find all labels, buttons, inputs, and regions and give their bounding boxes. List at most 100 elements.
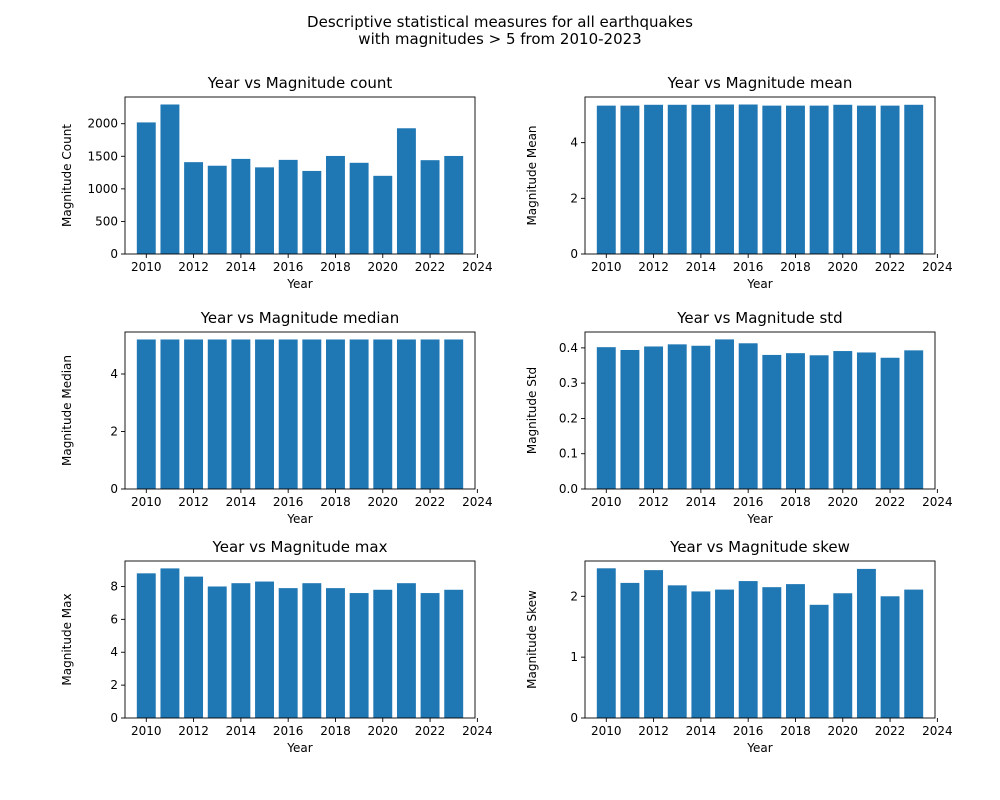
x-tick-label-2020: 2020 <box>367 724 398 738</box>
chart-magnitude-count: Year vs Magnitude count 2010 2012 2014 2016 2… <box>60 74 493 291</box>
x-tick-label-2020: 2020 <box>827 260 858 274</box>
x-tick-label-2012: 2012 <box>178 724 209 738</box>
x-tick-label-2022: 2022 <box>415 260 446 274</box>
x-tick-label-2010: 2010 <box>131 260 162 274</box>
bar-2012 <box>184 339 204 489</box>
bar-2023 <box>904 589 924 718</box>
x-tick-label-2018: 2018 <box>780 260 811 274</box>
x-tick-label-2016: 2016 <box>273 260 304 274</box>
bar-2018 <box>326 588 345 718</box>
bar-2012 <box>644 104 664 254</box>
bar-2020 <box>373 175 393 254</box>
plot-frame <box>124 96 476 255</box>
y-tick-label-8: 8 <box>110 579 118 593</box>
bar-2011 <box>160 339 180 489</box>
bar-2013 <box>207 339 227 489</box>
y-axis-label: Magnitude Max <box>60 593 74 685</box>
x-tick-label-2022: 2022 <box>415 495 446 509</box>
bar-2016 <box>278 588 298 718</box>
x-tick-label-2010: 2010 <box>131 724 162 738</box>
y-axis-label: Magnitude Mean <box>525 125 539 225</box>
bar-2014 <box>231 339 251 489</box>
x-tick-label-2018: 2018 <box>320 495 351 509</box>
bar-2012 <box>184 162 204 254</box>
bar-2017 <box>302 583 322 718</box>
bar-2017 <box>762 354 782 489</box>
bar-2011 <box>620 105 640 254</box>
plot-frame <box>584 331 936 490</box>
bar-2022 <box>420 160 440 254</box>
y-tick-label-0-2: 0.2 <box>559 411 578 425</box>
bar-2019 <box>349 162 369 254</box>
y-tick-label-0: 0 <box>110 711 118 725</box>
x-tick-label-2014: 2014 <box>686 724 717 738</box>
x-axis-label: Year <box>746 741 772 755</box>
y-tick-label-2: 2 <box>110 424 118 438</box>
bar-2011 <box>620 582 640 718</box>
bar-2019 <box>349 339 369 489</box>
y-tick-label-2: 2 <box>570 191 578 205</box>
x-axis-label: Year <box>746 277 772 291</box>
y-axis-label: Magnitude Skew <box>525 590 539 689</box>
x-tick-label-2018: 2018 <box>320 724 351 738</box>
x-tick-label-2020: 2020 <box>827 724 858 738</box>
y-tick-label-2000: 2000 <box>87 117 118 131</box>
x-tick-label-2024: 2024 <box>922 724 953 738</box>
chart-magnitude-std: Year vs Magnitude std 2010 2012 2014 2016 201… <box>525 309 953 526</box>
x-tick-label-2022: 2022 <box>415 724 446 738</box>
chart-title: Year vs Magnitude max <box>212 538 388 556</box>
bar-2023 <box>904 350 924 489</box>
bar-2019 <box>809 604 829 718</box>
bar-2017 <box>762 587 782 718</box>
bar-2013 <box>207 586 227 718</box>
x-tick-label-2014: 2014 <box>226 724 257 738</box>
bar-2016 <box>738 581 758 718</box>
bar-2021 <box>396 339 416 489</box>
chart-title: Year vs Magnitude median <box>200 309 399 327</box>
bar-2016 <box>738 104 758 254</box>
bar-2021 <box>856 352 876 489</box>
bar-2020 <box>373 339 393 489</box>
bar-2017 <box>762 105 782 254</box>
bar-2023 <box>444 339 464 489</box>
bar-2010 <box>136 573 156 718</box>
plot-frame <box>584 560 936 719</box>
chart-title: Year vs Magnitude mean <box>667 74 853 92</box>
bar-2013 <box>667 104 687 254</box>
bar-2023 <box>904 104 924 254</box>
bar-2013 <box>667 344 687 489</box>
bar-2018 <box>786 584 805 718</box>
chart-title: Year vs Magnitude skew <box>669 538 850 556</box>
y-tick-label-4: 4 <box>110 645 118 659</box>
chart-magnitude-max: Year vs Magnitude max 2010 2012 2014 2016 201… <box>60 538 493 755</box>
bar-2010 <box>596 105 616 254</box>
bar-2013 <box>207 165 227 254</box>
bar-2010 <box>136 122 156 254</box>
bar-2011 <box>160 568 180 718</box>
bar-2021 <box>856 105 876 254</box>
x-tick-label-2010: 2010 <box>131 495 162 509</box>
bar-2020 <box>373 589 393 718</box>
y-axis-label: Magnitude Count <box>60 124 74 227</box>
y-tick-label-0: 0 <box>570 247 578 261</box>
y-tick-label-1: 1 <box>570 650 578 664</box>
x-tick-label-2016: 2016 <box>273 495 304 509</box>
bar-2012 <box>644 570 664 718</box>
x-tick-label-2016: 2016 <box>273 724 304 738</box>
x-tick-label-2010: 2010 <box>591 724 622 738</box>
chart-magnitude-skew: Year vs Magnitude skew 2010 2012 2014 2016 20… <box>525 538 953 755</box>
bar-2014 <box>691 345 711 489</box>
bar-2016 <box>278 159 298 254</box>
figure-title-line-1: Descriptive statistical measures for all… <box>307 13 693 31</box>
chart-magnitude-median: Year vs Magnitude median 2010 2012 2014 2016… <box>60 309 493 526</box>
bar-2010 <box>596 568 616 718</box>
x-tick-label-2012: 2012 <box>638 724 669 738</box>
x-tick-label-2020: 2020 <box>367 260 398 274</box>
x-tick-label-2022: 2022 <box>875 260 906 274</box>
x-tick-label-2016: 2016 <box>733 724 764 738</box>
x-tick-label-2012: 2012 <box>178 495 209 509</box>
y-tick-label-1500: 1500 <box>87 149 118 163</box>
bar-2015 <box>255 167 274 254</box>
x-tick-label-2012: 2012 <box>638 495 669 509</box>
